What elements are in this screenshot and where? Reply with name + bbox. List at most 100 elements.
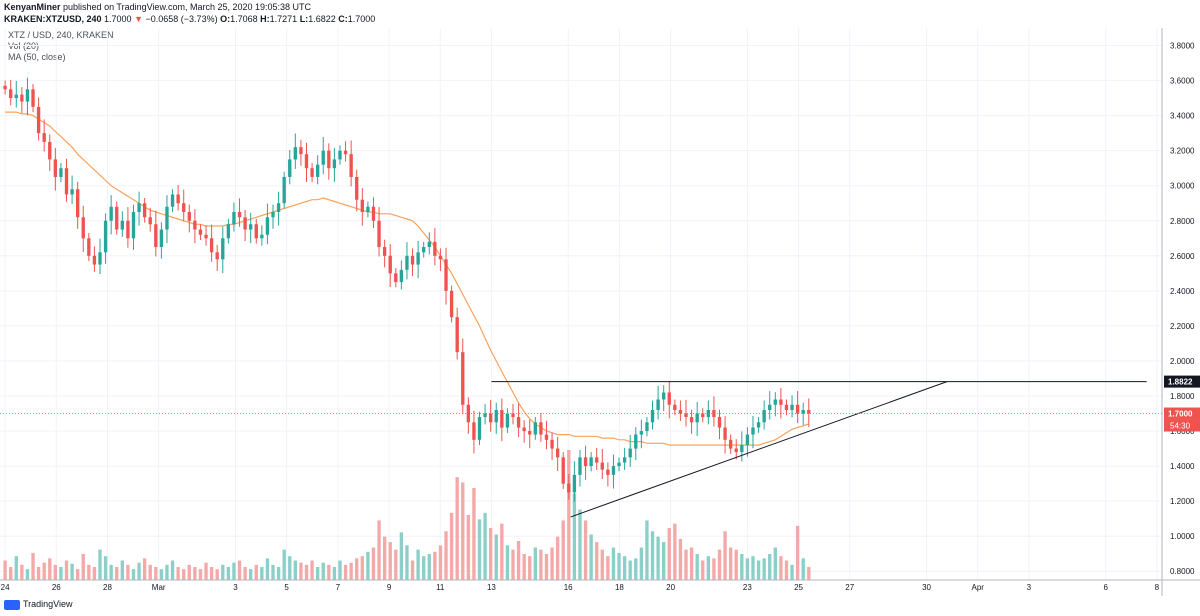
trendline-ascending-support[interactable] <box>570 381 948 518</box>
volume-bar <box>673 523 677 580</box>
candle-body <box>366 206 370 212</box>
tradingview-logo[interactable]: TradingView <box>4 599 73 610</box>
open-value: 1.7068 <box>230 14 258 24</box>
candle-body <box>115 206 119 230</box>
candle-body <box>784 404 789 411</box>
volume-bar <box>315 567 320 580</box>
candle-body <box>332 159 337 169</box>
volume-bar <box>410 560 415 580</box>
volume-bar <box>583 520 588 580</box>
volume-bar <box>221 564 225 580</box>
volume-bar <box>59 567 63 580</box>
volume-bar <box>282 549 286 580</box>
candle-body <box>243 217 247 230</box>
countdown-text: 54:30 <box>1170 422 1191 431</box>
volume-bar <box>137 562 141 580</box>
volume-bar <box>461 482 465 580</box>
candle-body <box>103 220 108 253</box>
volume-bar <box>394 549 398 580</box>
candle-body <box>310 168 314 177</box>
candle-body <box>109 206 113 221</box>
volume-bar <box>634 558 638 580</box>
volume-bar <box>142 558 147 580</box>
candle-body <box>165 206 169 230</box>
price-label-text: 1.8822 <box>1168 378 1193 387</box>
candle-body <box>801 410 805 414</box>
volume-bar <box>332 567 337 580</box>
low-label: L: <box>299 14 309 24</box>
candle-body <box>226 224 231 239</box>
y-tick-label: 3.6000 <box>1170 77 1195 86</box>
candle-body <box>349 154 353 177</box>
volume-bar <box>494 534 498 580</box>
volume-bar <box>533 547 537 580</box>
candle-body <box>98 252 102 265</box>
candle-body <box>237 212 242 218</box>
volume-bar <box>678 538 683 580</box>
volume-bar <box>48 558 52 580</box>
volume-bar <box>505 545 510 580</box>
countdown-box <box>1164 419 1200 432</box>
price-label-text: 1.7000 <box>1168 410 1193 419</box>
volume-bar <box>75 569 80 580</box>
volume-bar <box>276 567 281 580</box>
x-tick-label: Mar <box>152 583 166 592</box>
volume-bar <box>366 551 370 580</box>
x-tick-label: 26 <box>52 583 61 592</box>
x-tick-label: 16 <box>564 583 573 592</box>
volume-bar <box>148 564 152 580</box>
chart-header: KenyanMiner published on TradingView.com… <box>0 0 1200 28</box>
volume-bar <box>70 563 74 580</box>
candle-body <box>433 241 437 256</box>
volume-bar <box>555 536 560 580</box>
candle-body <box>768 404 772 411</box>
candle-body <box>81 217 85 239</box>
legend-moving-average[interactable]: MA (50, close) <box>8 52 66 62</box>
author-name[interactable]: KenyanMiner <box>4 2 61 12</box>
volume-bar <box>650 531 655 580</box>
volume-bar <box>193 567 197 580</box>
price-labels: 1.8822 1.7000 54:30 <box>0 375 1200 432</box>
grid-lines <box>0 28 1162 580</box>
volume-bar <box>170 560 175 580</box>
candle-body <box>634 434 638 449</box>
volume-bar <box>126 564 130 580</box>
candle-body <box>327 150 331 169</box>
volume-bar <box>176 567 180 580</box>
y-tick-label: 1.6000 <box>1170 427 1195 436</box>
volume-bar <box>260 567 264 580</box>
candle-body <box>321 150 325 165</box>
volume-bar <box>388 542 392 580</box>
symbol-label: KRAKEN:XTZUSD, 240 <box>4 14 102 24</box>
candle-body <box>137 203 141 212</box>
candle-body <box>745 434 750 446</box>
volume-bar <box>87 564 91 580</box>
candle-body <box>215 252 219 260</box>
volume-bar <box>600 549 604 580</box>
y-tick-label: 3.4000 <box>1170 112 1195 121</box>
candle-body <box>578 457 582 475</box>
candle-body <box>522 427 526 432</box>
candle-body <box>382 247 387 256</box>
volume-bar <box>449 512 454 580</box>
candle-body <box>544 434 549 440</box>
candle-body <box>53 159 58 177</box>
volume-bar <box>433 551 437 580</box>
candle-body <box>728 439 733 449</box>
volume-bar <box>578 509 582 580</box>
y-tick-label: 3.8000 <box>1170 42 1195 51</box>
volume-bar <box>243 567 247 580</box>
candle-body <box>511 413 515 418</box>
candle-body <box>740 445 744 453</box>
candle-body <box>717 417 722 428</box>
candle-body <box>187 212 191 221</box>
legend-symbol[interactable]: XTZ / USD, 240, KRAKEN <box>8 30 114 40</box>
candle-body <box>656 399 660 411</box>
candle-body <box>427 241 431 248</box>
candle-body <box>265 217 270 235</box>
x-tick-label: 23 <box>743 583 752 592</box>
price-chart[interactable]: 3.8000 3.6000 3.4000 3.2000 3.0000 2.8000 2.60… <box>0 0 1200 596</box>
volume-bar <box>606 556 610 580</box>
volume-bar <box>165 564 169 580</box>
volume-bar <box>103 556 108 580</box>
